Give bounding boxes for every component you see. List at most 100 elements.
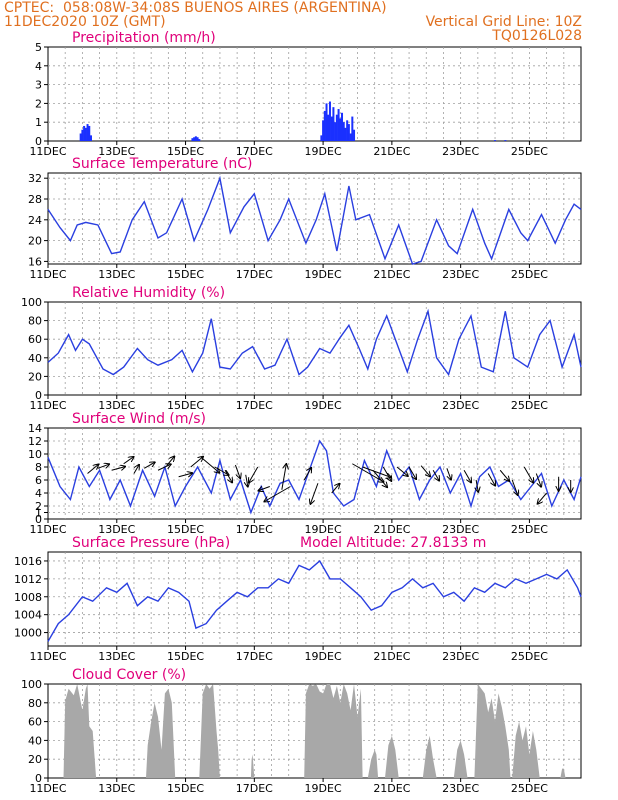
precip-bar [327,114,330,141]
cloud-title: Cloud Cover (%) [72,667,186,683]
pressure-title: Surface Pressure (hPa) [72,535,230,551]
precip-ytick-label: 2 [35,97,42,110]
precip-bar [494,140,497,141]
pressure-xtick-label: 23DEC [442,650,479,663]
wind-series-line [47,439,582,515]
wind-arrow [511,479,517,495]
humidity-xtick-label: 17DEC [236,399,273,412]
precip-xtick-label: 19DEC [305,145,342,158]
precip-bar [84,127,87,141]
cloud-ytick-label: 40 [28,734,42,747]
wind-arrow [538,492,547,504]
wind-arrow [214,466,229,475]
humidity-ytick-label: 60 [28,333,42,346]
precip-title: Precipitation (mm/h) [72,30,216,46]
wind-arrow [331,484,340,494]
precip-bar [86,124,89,141]
precip-bar [79,133,82,141]
header-model-code: TQ0126L028 [492,28,582,44]
wind-ytick-label: 2 [35,500,42,513]
wind-xtick-label: 19DEC [305,523,342,536]
precip-bar [328,101,331,141]
wind-arrow [157,464,171,471]
precip-xtick-label: 15DEC [167,145,204,158]
wind-ytick-label: 4 [35,487,42,500]
temperature-panel: 16 20 24 28 32 11DEC 13DEC 15DEC 17DEC 19DEC 21DEC… [28,156,582,281]
wind-arrow [200,456,219,472]
wind-arrow [310,483,319,504]
precip-xtick-label: 23DEC [442,145,479,158]
wind-xtick-label: 23DEC [442,523,479,536]
precip-bar [330,116,333,141]
wind-arrow [463,469,471,482]
pressure-panel: 1000 1004 1008 1012 1016 11DEC 13DEC 15DEC 17DEC… [14,535,582,663]
pressure-ytick-label: 1008 [14,591,42,604]
precip-bar [349,133,352,141]
temperature-frame [47,172,582,265]
wind-arrow [246,474,248,487]
precip-bar [81,129,84,141]
precip-bar [342,122,345,141]
precip-bar [504,140,507,141]
pressure-ytick-label: 1012 [14,573,42,586]
wind-arrow [224,470,232,482]
humidity-xtick-label: 23DEC [442,399,479,412]
cloud-xtick-label: 23DEC [442,782,479,795]
precip-bar [320,135,323,141]
pressure-subtitle: Model Altitude: 27.8133 m [300,535,486,551]
temperature-series-line [47,175,582,265]
pressure-xtick-label: 19DEC [305,650,342,663]
precip-bar [198,139,201,141]
precip-bar [89,135,92,141]
header-grid-note: Vertical Grid Line: 10Z [425,14,582,30]
cloud-xtick-label: 19DEC [305,782,342,795]
wind-arrow [476,479,478,492]
wind-arrow [111,467,125,471]
wind-arrow [535,473,541,487]
cloud-xtick-label: 13DEC [98,782,135,795]
wind-xtick-label: 13DEC [98,523,135,536]
cloud-xtick-label: 25DEC [511,782,548,795]
wind-xtick-label: 25DEC [511,523,548,536]
temperature-ytick-label: 24 [28,214,42,227]
humidity-frame [47,301,582,396]
precip-bar [339,118,342,141]
wind-arrow [420,465,430,477]
cloud-xtick-label: 17DEC [236,782,273,795]
wind-arrow [523,466,533,483]
wind-arrow [432,470,439,480]
precip-bar [322,120,325,141]
wind-arrow [123,457,134,465]
precip-bar [337,109,340,141]
temperature-xtick-label: 25DEC [511,268,548,281]
wind-arrow [249,466,259,483]
humidity-xtick-label: 19DEC [305,399,342,412]
cloud-ytick-label: 0 [35,772,42,785]
precip-bar [344,127,347,141]
wind-arrow [487,473,495,486]
cloud-ytick-label: 100 [21,678,42,691]
cloud-xtick-label: 11DEC [29,782,66,795]
cloud-area [48,684,581,778]
wind-xtick-label: 11DEC [29,523,66,536]
humidity-series-line [47,308,582,377]
temperature-ytick-label: 16 [28,255,42,268]
precip-bar [347,124,350,141]
precip-bar [193,137,196,141]
pressure-ytick-label: 1000 [14,627,42,640]
wind-arrow [372,469,387,487]
temperature-xtick-label: 21DEC [373,268,410,281]
humidity-ytick-label: 100 [21,296,42,309]
wind-arrow [281,464,286,490]
pressure-xtick-label: 15DEC [167,650,204,663]
humidity-xtick-label: 13DEC [98,399,135,412]
wind-ytick-label: 12 [28,435,42,448]
wind-arrow [234,464,240,478]
wind-xtick-label: 15DEC [167,523,204,536]
temperature-title: Surface Temperature (nC) [72,156,253,172]
wind-ytick-label: 6 [35,474,42,487]
header-run: 11DEC2020 10Z (GMT) [4,14,166,30]
wind-arrow [166,457,175,467]
precip-bar [83,125,86,141]
